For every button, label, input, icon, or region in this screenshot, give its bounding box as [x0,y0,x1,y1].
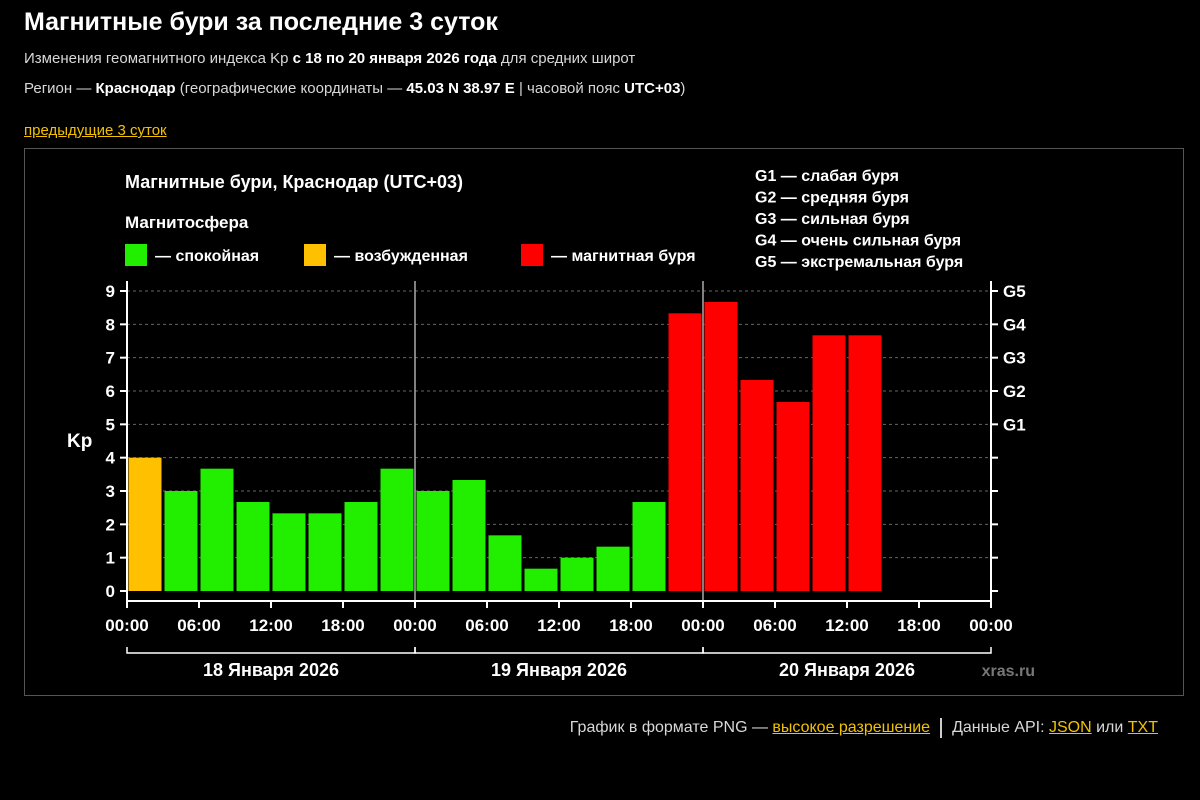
kp-bar [812,335,846,591]
kp-bar [380,468,414,591]
x-tick-label: 06:00 [177,616,220,635]
kp-bar [632,502,666,591]
storm-level-desc-g3: G3 — сильная буря [755,211,910,228]
y-tick-label: 2 [106,515,115,534]
storm-level-label-g3: G3 [1003,349,1026,368]
region-description: Регион — Краснодар (географические коорд… [24,80,685,97]
storm-level-label-g4: G4 [1003,315,1026,334]
y-tick-label: 0 [106,582,115,601]
kp-bar [344,502,378,591]
kp-bar [416,491,450,591]
day-bracket [702,647,992,654]
y-tick-label: 3 [106,482,115,501]
day-bracket [126,647,416,654]
txt-link[interactable]: TXT [1127,719,1158,737]
region-prefix: Регион — [24,80,96,97]
period-prefix: Изменения геомагнитного индекса Kp [24,50,293,67]
or-text: или [1091,719,1128,737]
page-title: Магнитные бури за последние 3 суток [24,8,498,36]
y-tick-label: 6 [106,382,115,401]
kp-bar [200,468,234,591]
region-timezone: UTC+03 [624,80,681,97]
y-axis-label: Kp [67,431,92,452]
x-tick-label: 12:00 [537,616,580,635]
api-text: Данные API: [952,719,1049,737]
x-tick-label: 00:00 [969,616,1012,635]
x-tick-label: 00:00 [681,616,724,635]
legend-label-storm: — магнитная буря [551,248,696,265]
kp-bar [272,513,306,591]
storm-level-desc-g5: G5 — экстремальная буря [755,254,963,271]
x-tick-label: 06:00 [465,616,508,635]
png-text: График в формате PNG — [569,719,773,737]
x-tick-label: 06:00 [753,616,796,635]
region-suffix: ) [680,80,686,97]
json-link[interactable]: JSON [1049,719,1092,737]
kp-bar [308,513,342,591]
kp-bar [524,568,558,591]
coords-prefix: (географические координаты — [175,80,407,97]
region-name: Краснодар [95,80,176,97]
day-bracket [414,647,704,654]
kp-bar [236,502,270,591]
y-tick-label: 8 [106,315,115,334]
chart-title: Магнитные бури, Краснодар (UTC+03) [125,172,463,192]
y-tick-label: 4 [106,449,116,468]
footer-divider [940,718,943,738]
y-tick-label: 7 [106,349,115,368]
kp-bar [452,480,486,591]
y-tick-label: 1 [106,549,115,568]
watermark: xras.ru [982,663,1035,680]
legend-title: Магнитосфера [125,213,249,232]
x-tick-label: 18:00 [897,616,940,635]
kp-bar [776,402,810,591]
period-suffix: для средних широт [496,50,636,67]
legend-label-excited: — возбужденная [334,248,468,265]
legend-label-quiet: — спокойная [155,248,259,265]
kp-bar [488,535,522,591]
region-coords: 45.03 N 38.97 E [406,80,515,97]
x-tick-label: 18:00 [609,616,652,635]
kp-bar [128,457,162,591]
storm-level-desc-g2: G2 — средняя буря [755,190,909,207]
kp-chart: Магнитные бури, Краснодар (UTC+03) Магнит… [67,168,1035,680]
x-tick-label: 00:00 [105,616,148,635]
storm-level-label-g5: G5 [1003,282,1026,301]
storm-level-label-g2: G2 [1003,382,1026,401]
day-label: 18 Января 2026 [203,660,339,680]
day-label: 19 Января 2026 [491,660,627,680]
storm-level-label-g1: G1 [1003,415,1026,434]
x-tick-label: 00:00 [393,616,436,635]
high-resolution-link[interactable]: высокое разрешение [772,719,931,737]
kp-bar [596,546,630,591]
kp-bar [164,491,198,591]
kp-bar [560,557,594,591]
period-description: Изменения геомагнитного индекса Kp с 18 … [24,50,635,67]
x-tick-label: 18:00 [321,616,364,635]
kp-bar [848,335,882,591]
x-tick-label: 12:00 [249,616,292,635]
period-dates: с 18 по 20 января 2026 года [292,50,497,67]
storm-level-desc-g4: G4 — очень сильная буря [755,233,961,250]
y-tick-label: 9 [106,282,115,301]
legend-swatch-storm [521,244,543,266]
footer: График в формате PNG — высокое разрешени… [570,718,1158,738]
chart-container: Магнитные бури, Краснодар (UTC+03) Магнит… [24,148,1184,696]
timezone-prefix: | часовой пояс [514,80,625,97]
kp-bar [668,313,702,591]
previous-3-days-link[interactable]: предыдущие 3 суток [24,122,167,139]
legend-swatch-excited [304,244,326,266]
x-tick-label: 12:00 [825,616,868,635]
day-label: 20 Января 2026 [779,660,915,680]
y-tick-label: 5 [106,415,115,434]
legend-swatch-quiet [125,244,147,266]
kp-bar [704,302,738,591]
storm-level-desc-g1: G1 — слабая буря [755,168,899,185]
kp-bar [740,380,774,591]
